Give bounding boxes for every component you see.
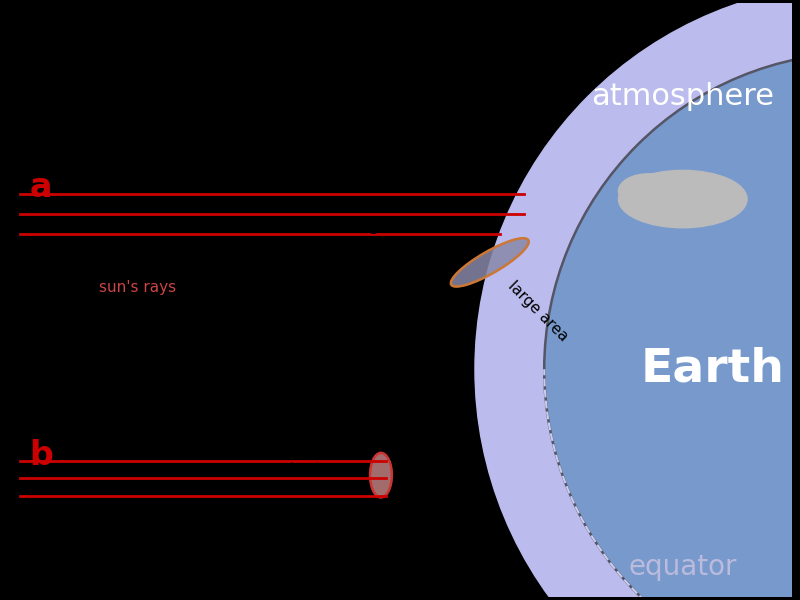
Text: atmosphere: atmosphere bbox=[591, 82, 774, 112]
Circle shape bbox=[475, 0, 800, 600]
Circle shape bbox=[544, 53, 800, 600]
Ellipse shape bbox=[370, 453, 392, 497]
Text: large area: large area bbox=[505, 278, 570, 344]
Text: Earth: Earth bbox=[641, 347, 785, 392]
Text: long
distance: long distance bbox=[346, 219, 411, 251]
Ellipse shape bbox=[451, 238, 529, 287]
Text: equator: equator bbox=[629, 553, 737, 581]
Text: short
distance: short distance bbox=[282, 462, 347, 494]
Text: sun's rays: sun's rays bbox=[99, 280, 176, 295]
Ellipse shape bbox=[618, 174, 678, 208]
Ellipse shape bbox=[618, 170, 747, 228]
Text: a: a bbox=[30, 172, 52, 205]
Text: b: b bbox=[30, 439, 54, 472]
Text: small
area: small area bbox=[409, 454, 439, 490]
